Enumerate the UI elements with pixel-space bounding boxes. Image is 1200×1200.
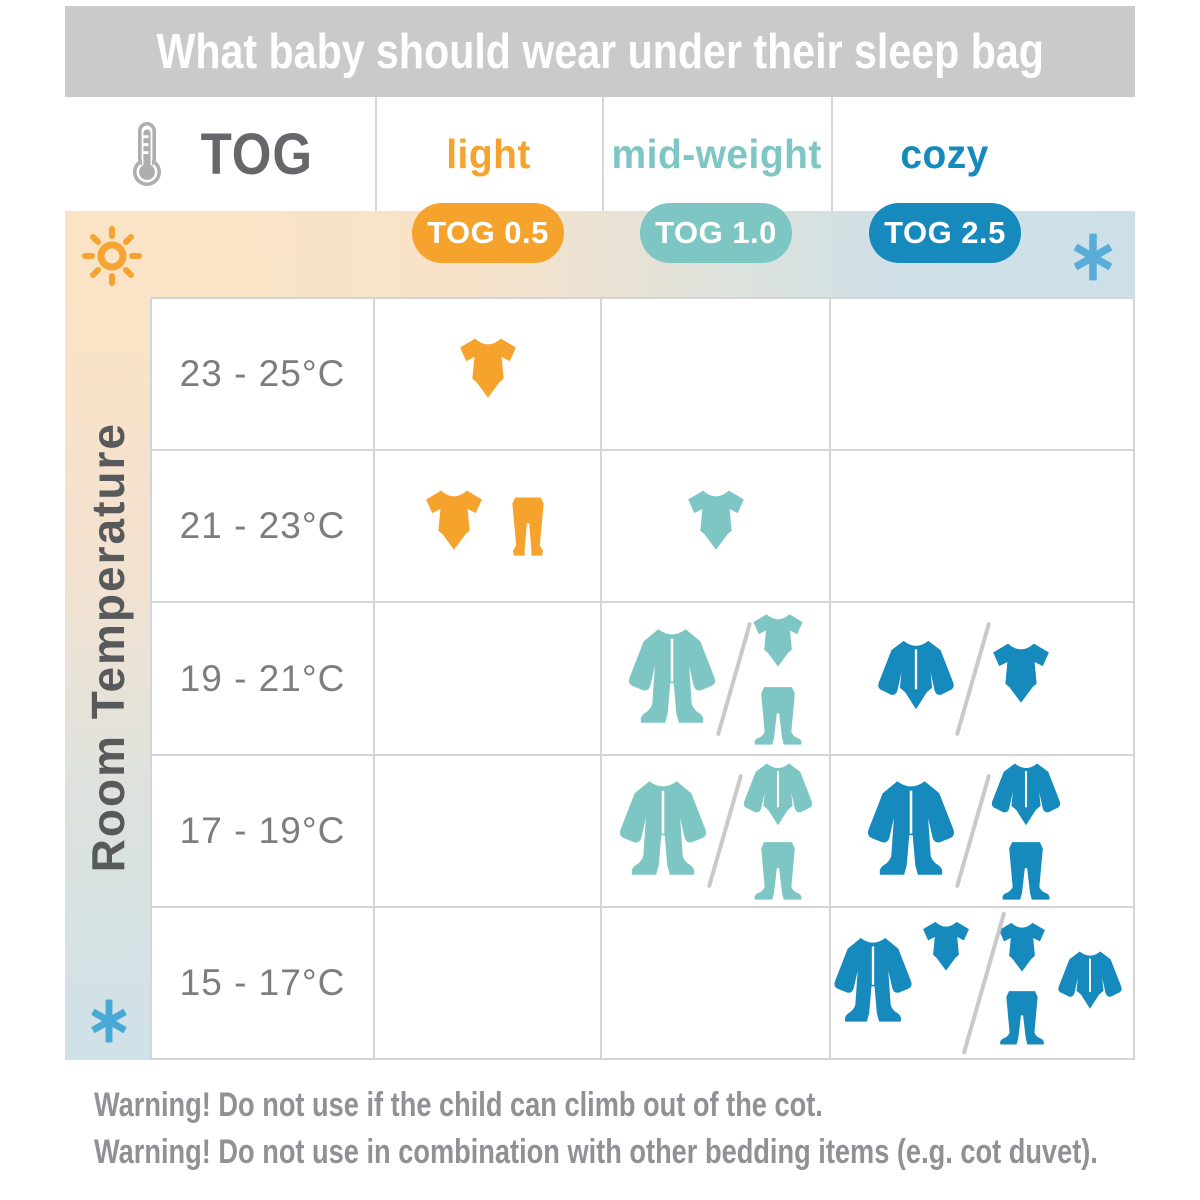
page-title: What baby should wear under their sleep … — [156, 24, 1044, 79]
cell-mid-weight — [602, 755, 831, 908]
header-divider — [831, 97, 833, 211]
temperature-label: 23 - 25°C — [150, 299, 375, 452]
outfit-option — [987, 640, 1055, 718]
cell-cozy — [831, 755, 1135, 908]
cell-light — [375, 907, 602, 1061]
table-row: 23 - 25°C — [150, 299, 1135, 452]
bodysuit-long-icon — [873, 637, 959, 720]
sleepsuit-icon — [863, 777, 959, 885]
snowflake-icon — [86, 998, 132, 1044]
header-divider — [602, 97, 604, 211]
header-divider — [375, 97, 377, 211]
bodysuit-long-icon — [987, 760, 1065, 835]
pants-icon — [500, 485, 556, 567]
warnings-block: Warning! Do not use if the child can cli… — [94, 1086, 1200, 1172]
cell-cozy — [831, 603, 1135, 756]
sleepsuit-icon — [624, 625, 720, 733]
outfit-option — [624, 625, 720, 733]
temperature-label: 21 - 23°C — [150, 451, 375, 604]
outfit-option — [748, 611, 808, 746]
bodysuit-short-icon — [748, 611, 808, 680]
pants-footed-icon — [749, 839, 807, 901]
sleepsuit-icon — [830, 934, 916, 1031]
column-header-light: light — [446, 130, 531, 177]
outfit-option — [873, 637, 959, 720]
bodysuit-short-icon — [987, 640, 1055, 718]
tog-badge-light: TOG 0.5 — [412, 203, 564, 263]
bodysuit-short-icon — [454, 335, 522, 413]
outfit-option — [615, 777, 711, 885]
cell-light — [375, 451, 602, 604]
outfit-option — [863, 777, 959, 885]
temperature-label: 17 - 19°C — [150, 755, 375, 908]
tog-label: TOG — [200, 121, 314, 187]
cell-mid-weight — [602, 603, 831, 756]
cell-light — [375, 755, 602, 908]
pants-footed-icon — [749, 684, 807, 746]
sun-icon — [82, 226, 142, 286]
sleepsuit-icon — [615, 777, 711, 885]
cell-cozy — [831, 299, 1135, 452]
cell-light — [375, 603, 602, 756]
outfit-stack — [994, 920, 1050, 1046]
outfit-option — [830, 934, 974, 1031]
cell-cozy — [831, 451, 1135, 604]
option-divider — [706, 773, 743, 888]
title-bar: What baby should wear under their sleep … — [65, 6, 1135, 97]
outfit-option — [739, 760, 817, 901]
snowflake-icon — [1068, 232, 1118, 282]
option-divider — [954, 773, 992, 888]
cell-mid-weight — [602, 299, 831, 452]
bodysuit-short-icon — [420, 487, 488, 565]
outfit-option — [994, 920, 1126, 1046]
bodysuit-short-icon — [682, 487, 750, 565]
cell-light — [375, 299, 602, 452]
outfit-table: 23 - 25°C 21 - 23°C 19 - 21°C 17 - 19°C 15 -… — [150, 297, 1135, 1061]
outfit-option — [420, 485, 556, 567]
pants-footed-icon — [997, 839, 1055, 901]
column-header-mid-weight: mid-weight — [611, 130, 822, 177]
thermometer-icon — [129, 114, 165, 194]
temperature-label: 15 - 17°C — [150, 907, 375, 1061]
bodysuit-short-icon — [994, 920, 1050, 984]
room-temperature-strip — [65, 297, 150, 1060]
warning-line-2: Warning! Do not use in combination with … — [94, 1133, 1098, 1171]
option-divider — [715, 621, 752, 736]
table-row: 15 - 17°C — [150, 907, 1135, 1061]
table-row: 21 - 23°C — [150, 451, 1135, 604]
outfit-option — [682, 487, 750, 565]
room-temperature-axis-label: Room Temperature — [81, 421, 134, 873]
option-divider — [954, 621, 992, 736]
column-header-cozy: cozy — [900, 130, 990, 177]
temperature-label: 19 - 21°C — [150, 603, 375, 756]
axis-label-wrap: Room Temperature — [65, 297, 150, 997]
bodysuit-long-icon — [1054, 948, 1126, 1018]
cell-cozy — [830, 907, 1135, 1061]
outfit-option — [987, 760, 1065, 901]
bodysuit-long-icon — [739, 760, 817, 835]
cell-mid-weight — [602, 907, 831, 1061]
table-row: 17 - 19°C — [150, 755, 1135, 908]
tog-badge-cozy: TOG 2.5 — [869, 203, 1021, 263]
tog-badge-mid-weight: TOG 1.0 — [640, 203, 792, 263]
tog-header-cell: TOG — [80, 97, 370, 211]
outfit-option — [454, 335, 522, 413]
cell-mid-weight — [602, 451, 831, 604]
pants-footed-icon — [995, 988, 1049, 1046]
bodysuit-short-icon — [918, 919, 974, 983]
warning-line-1: Warning! Do not use if the child can cli… — [94, 1086, 823, 1124]
table-row: 19 - 21°C — [150, 603, 1135, 756]
